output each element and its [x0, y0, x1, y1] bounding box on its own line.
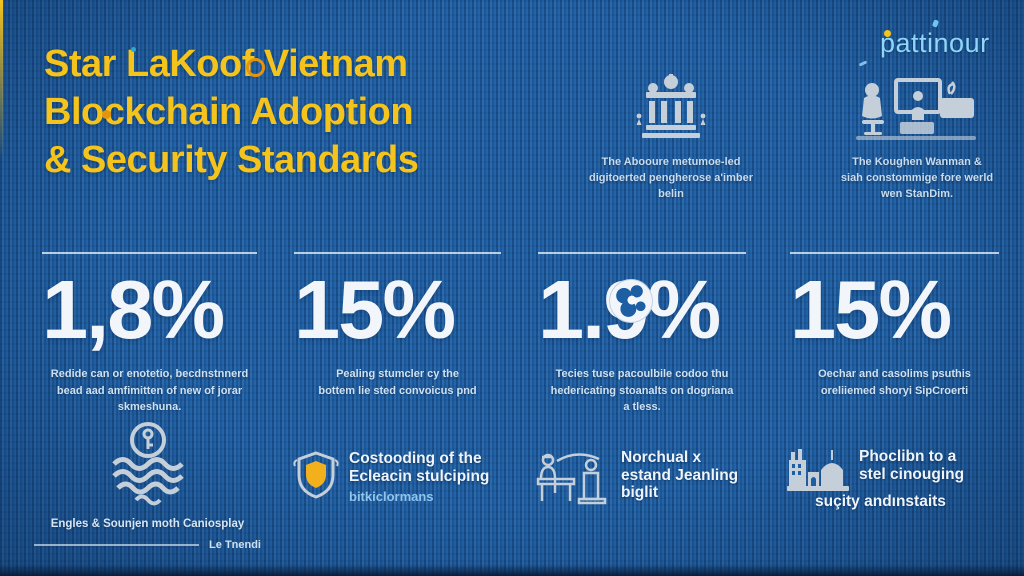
- shield-icon: [293, 450, 339, 505]
- caption-line: Redide can or enotetio, becdnstnnerd: [50, 368, 249, 380]
- caption-subline: suçity andınstaits: [815, 493, 946, 510]
- caption-line: bottem lie sted convoicus pnd: [318, 384, 477, 397]
- bottom-edge: [0, 564, 1024, 576]
- bottom-item-city: Phoclibn to a stel cinouging suçity andı…: [787, 448, 1012, 510]
- caption-line: The Abooure metumoe-led: [601, 156, 741, 168]
- top-info-item-institution: The Abooure metumoe-led digitoerted peng…: [564, 72, 778, 202]
- caption-line: estand Jeanling: [621, 466, 739, 484]
- top-info-item-workstation: The Koughen Wanman & siah constommige fo…: [810, 72, 1024, 202]
- stat-caption: Redide can or enotetio, becdnstnnerd bea…: [25, 366, 274, 416]
- caption-line: Oechar and casolims psuthis: [818, 368, 971, 380]
- caption-line: siah constommige fore werld: [840, 172, 994, 184]
- stat-divider: [790, 252, 999, 254]
- stat-block-1: 1,8% Redide can or enotetio, becdnstnner…: [42, 252, 257, 416]
- stat-value: 1,8%: [42, 263, 225, 356]
- key-waves-icon: [30, 420, 265, 508]
- stat-block-4: 15% Oechar and casolims psuthis oreliiem…: [790, 252, 999, 399]
- caption-line: Pealing stumcler cy the: [336, 368, 459, 380]
- stat-caption: Tecies tuse pacoulbile codoo thu hederic…: [521, 366, 762, 416]
- footnote-line: [34, 544, 200, 546]
- caption-line: a tless.: [623, 401, 661, 413]
- footnote-row: Le Tnendi: [30, 539, 265, 551]
- caption-line: skmeshuna.: [117, 401, 182, 413]
- bottom-item-key-waves: Engles & Sounjen moth Caniosplay Le Tnen…: [30, 420, 265, 551]
- caption-line: belin: [658, 188, 684, 200]
- factory-icon: [787, 448, 849, 499]
- stat-caption: Pealing stumcler cy the bottem lie sted …: [277, 366, 517, 399]
- caption-line: Ecleacin stulciping: [349, 467, 490, 485]
- bottom-caption: Norchual x estand Jeanling biglit: [621, 449, 738, 502]
- caption-line: stel cinouging: [859, 465, 965, 483]
- caption-line: Phoclibn to a: [859, 448, 957, 465]
- bank-icon: [564, 72, 778, 142]
- sparkle-icon: [884, 30, 891, 37]
- title-line-3: & Security Standards: [44, 139, 419, 181]
- bottom-caption: Costooding of the Ecleacin stulciping bi…: [349, 450, 489, 504]
- bottom-item-meeting: Norchual x estand Jeanling biglit: [533, 449, 751, 512]
- brand-logo: pattinour: [880, 28, 990, 59]
- left-accent-line: [0, 0, 3, 160]
- globe-icon: [609, 279, 653, 323]
- caption-line: Norchual x: [621, 449, 702, 466]
- bottom-caption: Phoclibn to a stel cinouging: [859, 448, 964, 483]
- stat-value: 15%: [790, 263, 952, 356]
- bottom-item-shield: Costooding of the Ecleacin stulciping bi…: [293, 450, 508, 505]
- meeting-icon: [533, 449, 611, 512]
- top-info-caption: The Abooure metumoe-led digitoerted peng…: [564, 154, 778, 202]
- title-line-1: Star LaKoof Vietnam: [44, 43, 408, 85]
- caption-line: Tecies tuse pacoulbile codoo thu: [555, 368, 729, 380]
- caption-line: oreliiemed shoryi SipCroerti: [820, 384, 969, 397]
- caption-line: The Koughen Wanman &: [852, 156, 982, 168]
- stat-divider: [42, 252, 257, 254]
- footnote-text: Le Tnendi: [209, 539, 261, 551]
- caption-line: wen StanDim.: [880, 188, 954, 200]
- caption-line: Costooding of the: [349, 450, 482, 467]
- stat-block-2: 15% Pealing stumcler cy the bottem lie s…: [294, 252, 501, 399]
- stat-divider: [294, 252, 501, 254]
- title-line-2: Blockchain Adoption: [44, 91, 414, 133]
- brand-logo-text: pattinour: [880, 28, 990, 58]
- stat-caption: Oechar and casolims psuthis oreliiemed s…: [773, 366, 1015, 399]
- sparkle-artifact: [131, 47, 136, 52]
- stat-block-3: 1.9% Tecies tuse pacoulbile codoo thu he…: [538, 252, 746, 416]
- bottom-caption: Engles & Sounjen moth Caniosplay: [50, 518, 245, 530]
- top-info-caption: The Koughen Wanman & siah constommige fo…: [810, 154, 1024, 202]
- stat-divider: [538, 252, 746, 254]
- stat-value: 15%: [294, 263, 456, 356]
- caption-line: hedericating stoanalts on dogriana: [550, 384, 734, 397]
- caption-subline: bitkiclormans: [349, 489, 434, 504]
- dot-artifact: [102, 110, 111, 119]
- page-title: Star LaKoof Vietnam Blockchain Adoption …: [44, 40, 419, 184]
- caption-line: biglit: [621, 484, 659, 501]
- ring-artifact: [246, 58, 265, 77]
- caption-line: bead aad amfimitten of new of jorar: [56, 384, 243, 397]
- caption-line: digitoerted pengherose a'imber: [589, 172, 753, 184]
- workstation-icon: [810, 72, 1024, 142]
- stat-value: 1.9%: [538, 268, 746, 352]
